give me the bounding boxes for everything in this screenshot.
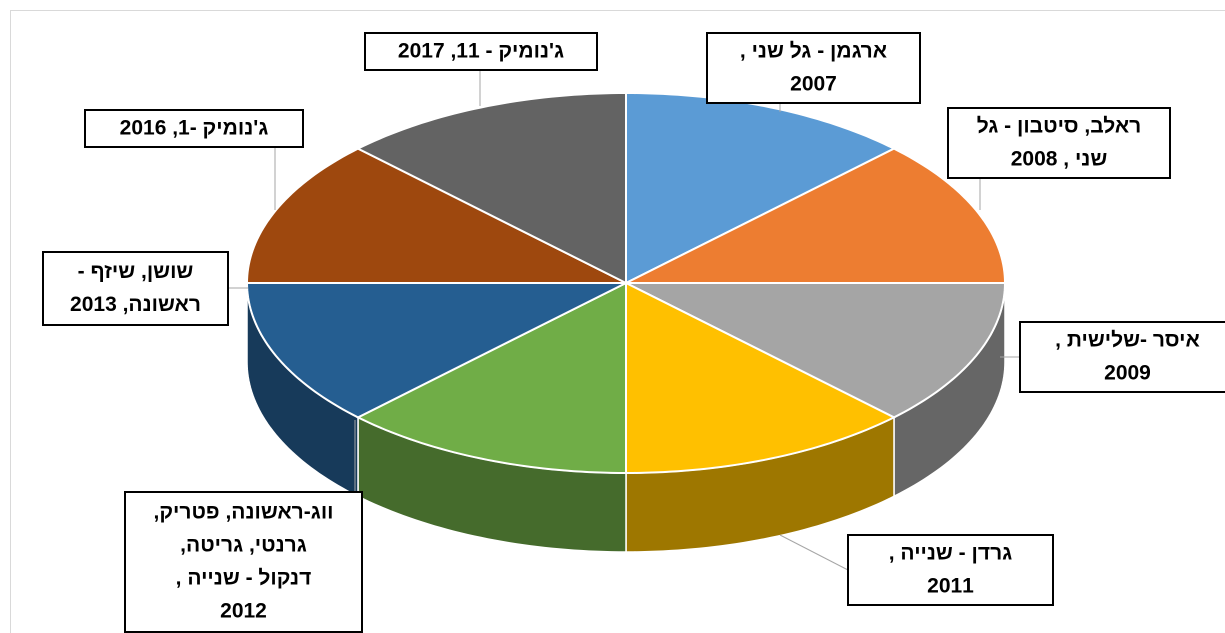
slice: [355, 91, 627, 285]
slice-label: איסר -שלישית , 2009: [1055, 328, 1200, 384]
slice: [245, 282, 627, 419]
chart-frame: [10, 10, 1225, 633]
leader-line: [779, 534, 849, 571]
slice: [625, 281, 897, 475]
slice-label: ארגמן - גל שני , 2007: [740, 39, 887, 95]
label-box: [364, 32, 598, 71]
slice: [355, 281, 627, 475]
slice-label: ווג-ראשונה, פטריק, גרנטי, גריטה, דנקול - ש…: [153, 500, 333, 622]
slice-label: ראלב, סיטבון - גל שני , 2008: [977, 114, 1142, 170]
slice-label: ג'נומיק -1, 2016: [120, 116, 269, 139]
slice-label: גרדן - שנייה , 2011: [889, 541, 1012, 597]
label-box: [124, 491, 363, 633]
slice-label: שושן, שיזף -ראשונה, 2013: [70, 260, 201, 316]
label-box: [706, 32, 921, 104]
slice: [625, 91, 897, 285]
slice: [625, 282, 1007, 419]
label-box: [84, 109, 304, 148]
slice-label: ג'נומיק - 11, 2017: [398, 39, 564, 62]
label-box: [947, 107, 1171, 179]
slice: [245, 147, 627, 284]
label-box: [42, 251, 229, 326]
label-box: [1019, 321, 1225, 393]
label-box: [847, 534, 1054, 606]
slice: [625, 147, 1007, 284]
